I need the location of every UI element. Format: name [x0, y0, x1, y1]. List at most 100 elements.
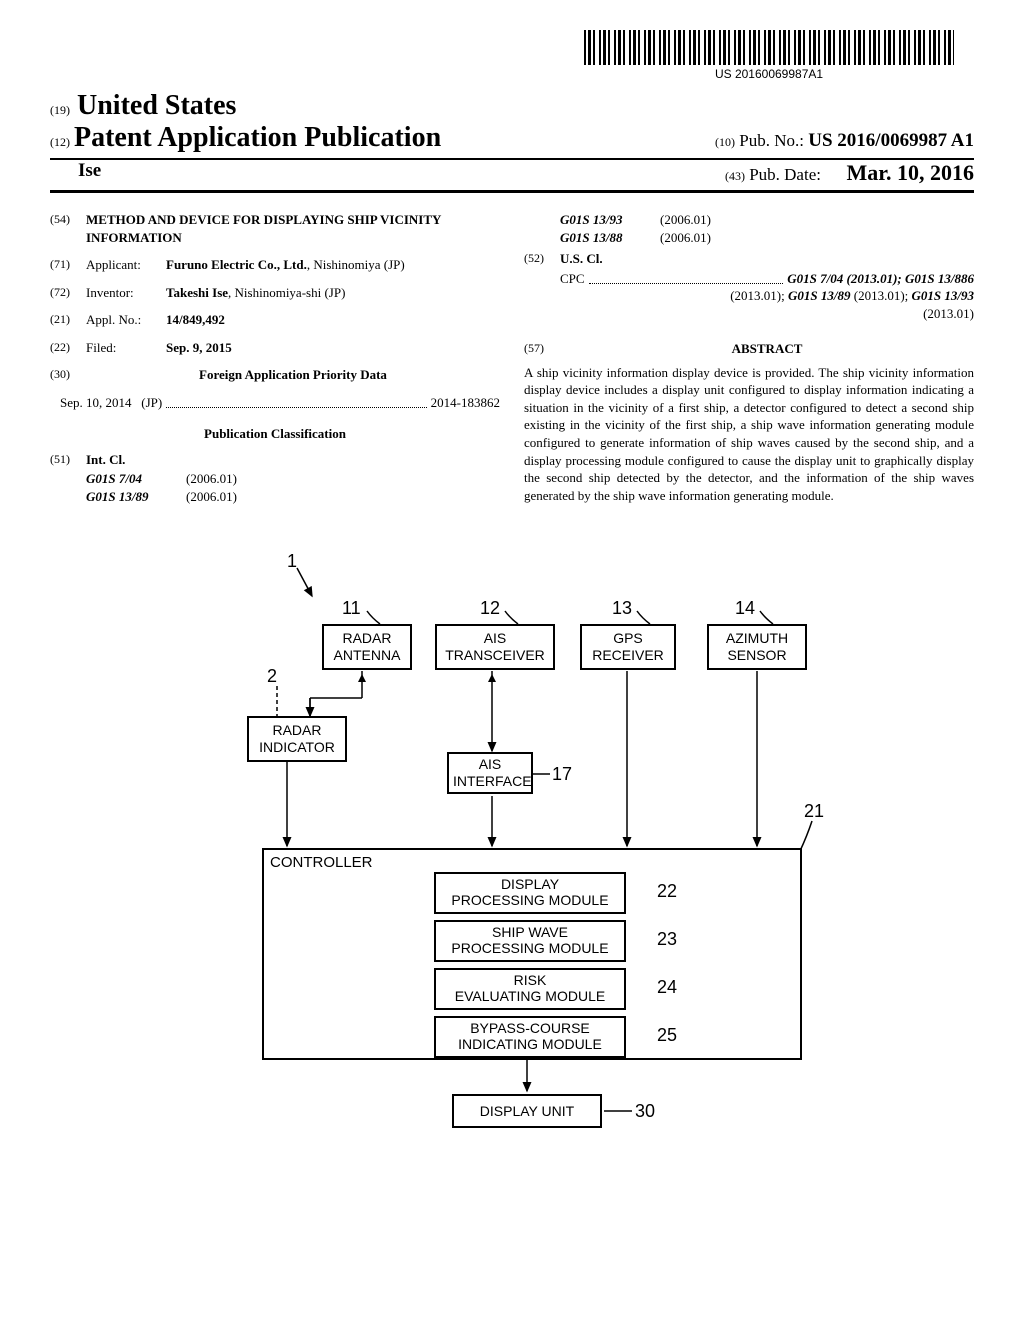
header: (19) United States (12) Patent Applicati… — [50, 90, 974, 193]
filed-row: (22) Filed: Sep. 9, 2015 — [50, 339, 500, 357]
box-display-unit: DISPLAY UNIT — [452, 1094, 602, 1128]
box-gps-receiver: GPS RECEIVER — [580, 624, 676, 670]
inventor-label: Inventor: — [86, 284, 166, 302]
foreign-appno: 2014-183862 — [431, 394, 500, 412]
applicant-row: (71) Applicant: Furuno Electric Co., Ltd… — [50, 256, 500, 274]
applicant-name: Furuno Electric Co., Ltd. — [166, 257, 307, 272]
inventor-loc: , Nishinomiya-shi (JP) — [228, 285, 345, 300]
ref-label-11: 11 — [342, 598, 361, 619]
applno-label: Appl. No.: — [86, 311, 166, 329]
pubdate-label: Pub. Date: — [749, 165, 821, 184]
foreign-priority-line: Sep. 10, 2014 (JP) 2014-183862 — [50, 394, 500, 412]
ref-label-14: 14 — [735, 598, 755, 619]
module-text: BYPASS-COURSE INDICATING MODULE — [458, 1021, 602, 1052]
uscl-num: (52) — [524, 250, 560, 268]
box-line: AIS — [453, 756, 527, 772]
abstract-num: (57) — [524, 340, 560, 364]
inventor-row: (72) Inventor: Takeshi Ise, Nishinomiya-… — [50, 284, 500, 302]
intcl-item: G01S 13/88 (2006.01) — [560, 229, 974, 247]
inventor-num: (72) — [50, 284, 86, 302]
ref-label-12: 12 — [480, 598, 500, 619]
barcode-area: US 20160069987A1 — [584, 30, 954, 81]
left-column: (54) METHOD AND DEVICE FOR DISPLAYING SH… — [50, 211, 500, 506]
foreign-row: (30) Foreign Application Priority Data — [50, 366, 500, 384]
box-line: TRANSCEIVER — [441, 647, 549, 663]
cpc-block: CPC G01S 7/04 (2013.01); G01S 13/886 (20… — [524, 270, 974, 323]
inventor-name: Takeshi Ise — [166, 285, 228, 300]
intcl-ver: (2006.01) — [660, 229, 711, 247]
barcode-number: US 20160069987A1 — [584, 67, 954, 81]
foreign-country: (JP) — [141, 394, 162, 412]
ref-label-1: 1 — [287, 551, 297, 572]
box-line: PROCESSING MODULE — [451, 892, 608, 908]
intcl-row: (51) Int. Cl. — [50, 451, 500, 469]
intcl-list: G01S 7/04 (2006.01) G01S 13/89 (2006.01) — [50, 470, 500, 505]
pubno-prefix: (10) — [715, 135, 735, 149]
applicant-num: (71) — [50, 256, 86, 274]
box-line: BYPASS-COURSE — [470, 1020, 590, 1036]
author-name: Ise — [50, 160, 101, 186]
cpc-text: (2013.01); G01S 13/89 (2013.01); G01S 13… — [730, 288, 974, 303]
box-controller: CONTROLLER DISPLAY PROCESSING MODULE SHI… — [262, 848, 802, 1060]
invention-title: METHOD AND DEVICE FOR DISPLAYING SHIP VI… — [86, 211, 500, 246]
cpc-line: CPC G01S 7/04 (2013.01); G01S 13/886 — [560, 270, 974, 288]
box-risk-evaluating: RISK EVALUATING MODULE — [434, 968, 626, 1010]
title-row: (54) METHOD AND DEVICE FOR DISPLAYING SH… — [50, 211, 500, 246]
ref-label-22: 22 — [657, 881, 677, 902]
intcl-code: G01S 13/88 — [560, 229, 660, 247]
ref-label-2: 2 — [267, 666, 277, 687]
ref-label-24: 24 — [657, 977, 677, 998]
pubdate-block: (43) Pub. Date: Mar. 10, 2016 — [725, 160, 974, 186]
pub-left: (12) Patent Application Publication — [50, 122, 441, 154]
pub-class-heading: Publication Classification — [50, 425, 500, 443]
right-column: G01S 13/93 (2006.01) G01S 13/88 (2006.01… — [524, 211, 974, 506]
author-line: Ise (43) Pub. Date: Mar. 10, 2016 — [50, 160, 974, 193]
box-line: RADAR — [328, 630, 406, 646]
filed-label: Filed: — [86, 339, 166, 357]
ref-label-25: 25 — [657, 1025, 677, 1046]
cpc-line: (2013.01) — [560, 305, 974, 323]
intcl-label: Int. Cl. — [86, 451, 125, 469]
uscl-row: (52) U.S. Cl. — [524, 250, 974, 268]
box-line: ANTENNA — [328, 647, 406, 663]
box-line: INDICATOR — [253, 739, 341, 755]
uscl-label: U.S. Cl. — [560, 250, 603, 268]
applno-row: (21) Appl. No.: 14/849,492 — [50, 311, 500, 329]
pub-line: (12) Patent Application Publication (10)… — [50, 122, 974, 160]
box-bypass-course: BYPASS-COURSE INDICATING MODULE — [434, 1016, 626, 1058]
box-line: PROCESSING MODULE — [451, 940, 608, 956]
applicant-value: Furuno Electric Co., Ltd., Nishinomiya (… — [166, 256, 500, 274]
title-num: (54) — [50, 211, 86, 246]
intcl-ver: (2006.01) — [186, 470, 237, 488]
pub-prefix: (12) — [50, 135, 70, 149]
box-radar-indicator: RADAR INDICATOR — [247, 716, 347, 762]
country-prefix: (19) — [50, 103, 70, 117]
intcl-item: G01S 13/93 (2006.01) — [560, 211, 974, 229]
intcl-code: G01S 13/89 — [86, 488, 186, 506]
ref-label-23: 23 — [657, 929, 677, 950]
foreign-heading: Foreign Application Priority Data — [86, 366, 500, 384]
applno-value: 14/849,492 — [166, 311, 500, 329]
box-line: GPS — [586, 630, 670, 646]
abstract-heading: ABSTRACT — [560, 340, 974, 358]
foreign-date: Sep. 10, 2014 — [60, 394, 132, 412]
applno-num: (21) — [50, 311, 86, 329]
box-line: EVALUATING MODULE — [455, 988, 605, 1004]
applicant-label: Applicant: — [86, 256, 166, 274]
ref-label-21: 21 — [804, 801, 824, 822]
box-azimuth-sensor: AZIMUTH SENSOR — [707, 624, 807, 670]
box-ais-transceiver: AIS TRANSCEIVER — [435, 624, 555, 670]
intcl-code: G01S 7/04 — [86, 470, 186, 488]
barcode-graphic — [584, 30, 954, 65]
filed-value: Sep. 9, 2015 — [166, 339, 500, 357]
pubdate-prefix: (43) — [725, 169, 745, 183]
controller-label: CONTROLLER — [270, 854, 373, 871]
module-text: RISK EVALUATING MODULE — [455, 973, 605, 1004]
intcl-extra-list: G01S 13/93 (2006.01) G01S 13/88 (2006.01… — [524, 211, 974, 246]
module-text: SHIP WAVE PROCESSING MODULE — [451, 925, 608, 956]
pubdate-value: Mar. 10, 2016 — [846, 160, 974, 185]
foreign-num: (30) — [50, 366, 86, 384]
box-line: INTERFACE — [453, 773, 527, 789]
module-text: DISPLAY PROCESSING MODULE — [451, 877, 608, 908]
ref-label-17: 17 — [552, 764, 572, 785]
